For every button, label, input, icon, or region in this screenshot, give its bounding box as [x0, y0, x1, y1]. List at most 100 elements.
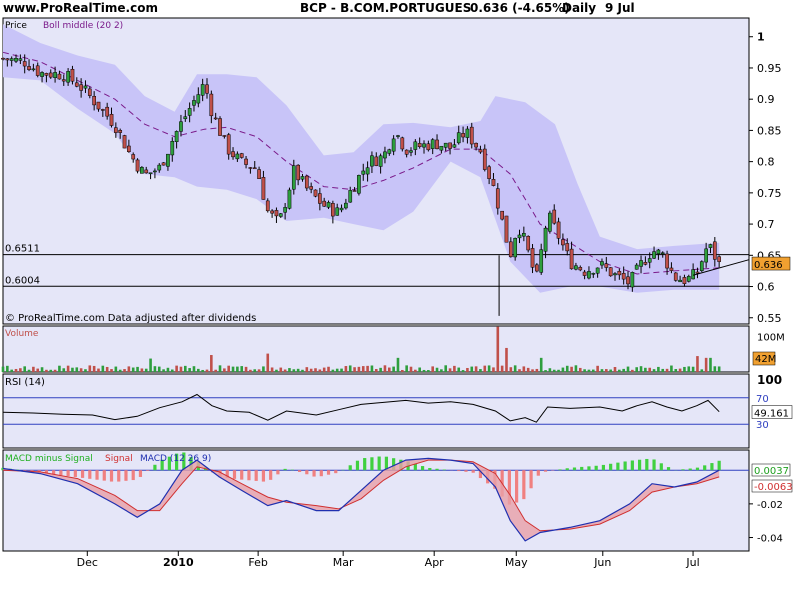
candle-body: [313, 189, 318, 197]
legend-macd-minus-signal: MACD minus Signal: [5, 454, 93, 464]
price-tick-label: 0.85: [757, 124, 782, 137]
macd-hist-bar: [370, 457, 374, 471]
candle-body: [491, 179, 496, 186]
volume-bar: [88, 365, 92, 372]
volume-bar: [600, 369, 604, 372]
volume-bar: [704, 357, 708, 372]
candle-body: [582, 271, 587, 276]
volume-bar: [288, 368, 291, 372]
macd-hist-bar: [355, 460, 360, 471]
candle-body: [48, 72, 53, 78]
macd-hist-bar: [652, 459, 656, 471]
volume-bar: [27, 369, 31, 372]
candle-body: [304, 175, 309, 189]
rsi-line: [2, 393, 720, 423]
volume-bar: [626, 366, 630, 372]
volume-bar: [418, 367, 421, 372]
candle-body: [552, 209, 557, 224]
candle-body: [396, 135, 400, 137]
macd-hist-bar: [261, 470, 266, 482]
volume-bar: [1, 366, 5, 372]
volume-bar: [296, 368, 300, 372]
volume-bar: [197, 368, 200, 372]
macd-hist-bar: [117, 470, 121, 482]
rsi-tick-label: 100: [757, 373, 782, 387]
volume-bar: [118, 369, 122, 372]
candle-body: [695, 271, 700, 274]
candle-body: [678, 279, 682, 283]
volume-bar: [127, 366, 131, 372]
candle-body: [365, 167, 370, 175]
volume-bar: [574, 365, 578, 372]
candle-body: [543, 227, 548, 252]
volume-bar: [292, 369, 296, 372]
candle-body: [391, 138, 396, 152]
volume-bar: [683, 366, 686, 372]
volume-bar: [661, 368, 665, 372]
volume-bar: [10, 369, 13, 372]
macd-hist-bar: [384, 456, 388, 471]
macd-hist-bar: [312, 470, 316, 477]
volume-bar: [366, 365, 369, 372]
volume-bar: [457, 367, 461, 372]
macd-hist-bar: [572, 467, 577, 471]
candle-body: [443, 142, 448, 148]
macd-hist-bar: [442, 469, 446, 471]
volume-bar: [253, 369, 257, 372]
volume-bar: [53, 369, 57, 372]
volume-bar: [140, 368, 144, 372]
volume-bar: [379, 367, 382, 372]
candle-body: [673, 272, 678, 281]
volume-bar: [479, 369, 482, 372]
candle-body: [352, 190, 357, 192]
volume-bar: [344, 366, 348, 372]
candle-body: [18, 58, 23, 61]
volume-bar: [157, 366, 161, 372]
candle-body: [239, 153, 244, 158]
candle-body: [708, 244, 713, 248]
x-tick-label: Jul: [685, 556, 699, 569]
candle-body: [22, 61, 27, 67]
volume-bar: [548, 368, 552, 372]
macd-hist-bar: [182, 452, 186, 471]
macd-hist-bar: [688, 468, 692, 471]
candle-body: [435, 139, 439, 150]
macd-hist-bar: [413, 463, 417, 471]
macd-hist-bar: [637, 459, 642, 471]
volume-bar: [392, 366, 395, 372]
macd-hist-bar: [334, 470, 338, 474]
volume-bar: [318, 369, 322, 372]
candle-body: [643, 262, 648, 265]
macd-hist-bar: [319, 470, 323, 477]
candle-body: [74, 82, 79, 87]
candle-body: [1, 57, 5, 60]
volume-bar: [674, 369, 678, 372]
macd-hist-bar: [37, 470, 41, 473]
volume-bar: [487, 365, 491, 372]
candle-body: [122, 135, 127, 149]
volume-bar: [691, 366, 695, 372]
quote-label: 0.636 (-4.65%): [470, 1, 570, 15]
candle-body: [699, 261, 704, 271]
candle-body: [361, 170, 366, 175]
candle-body: [370, 155, 374, 167]
macd-hist-bar: [536, 470, 540, 476]
x-tick-label: Jun: [593, 556, 611, 569]
candle-body: [100, 109, 105, 111]
volume-bar: [440, 369, 443, 372]
candle-body: [613, 273, 617, 276]
site-label[interactable]: www.ProRealTime.com: [3, 1, 158, 15]
volume-bar: [361, 366, 365, 372]
volume-bar: [170, 369, 174, 372]
candle-body: [166, 153, 170, 167]
macd-hist-bar: [645, 458, 649, 471]
volume-bar: [331, 369, 335, 372]
candle-body: [66, 71, 70, 83]
candle-body: [383, 151, 387, 159]
candle-body: [626, 276, 630, 285]
volume-bar: [188, 368, 191, 372]
volume-title: Volume: [5, 329, 39, 339]
macd-hist-bar: [240, 470, 244, 480]
volume-bar: [305, 367, 309, 372]
candle-body: [621, 273, 626, 280]
